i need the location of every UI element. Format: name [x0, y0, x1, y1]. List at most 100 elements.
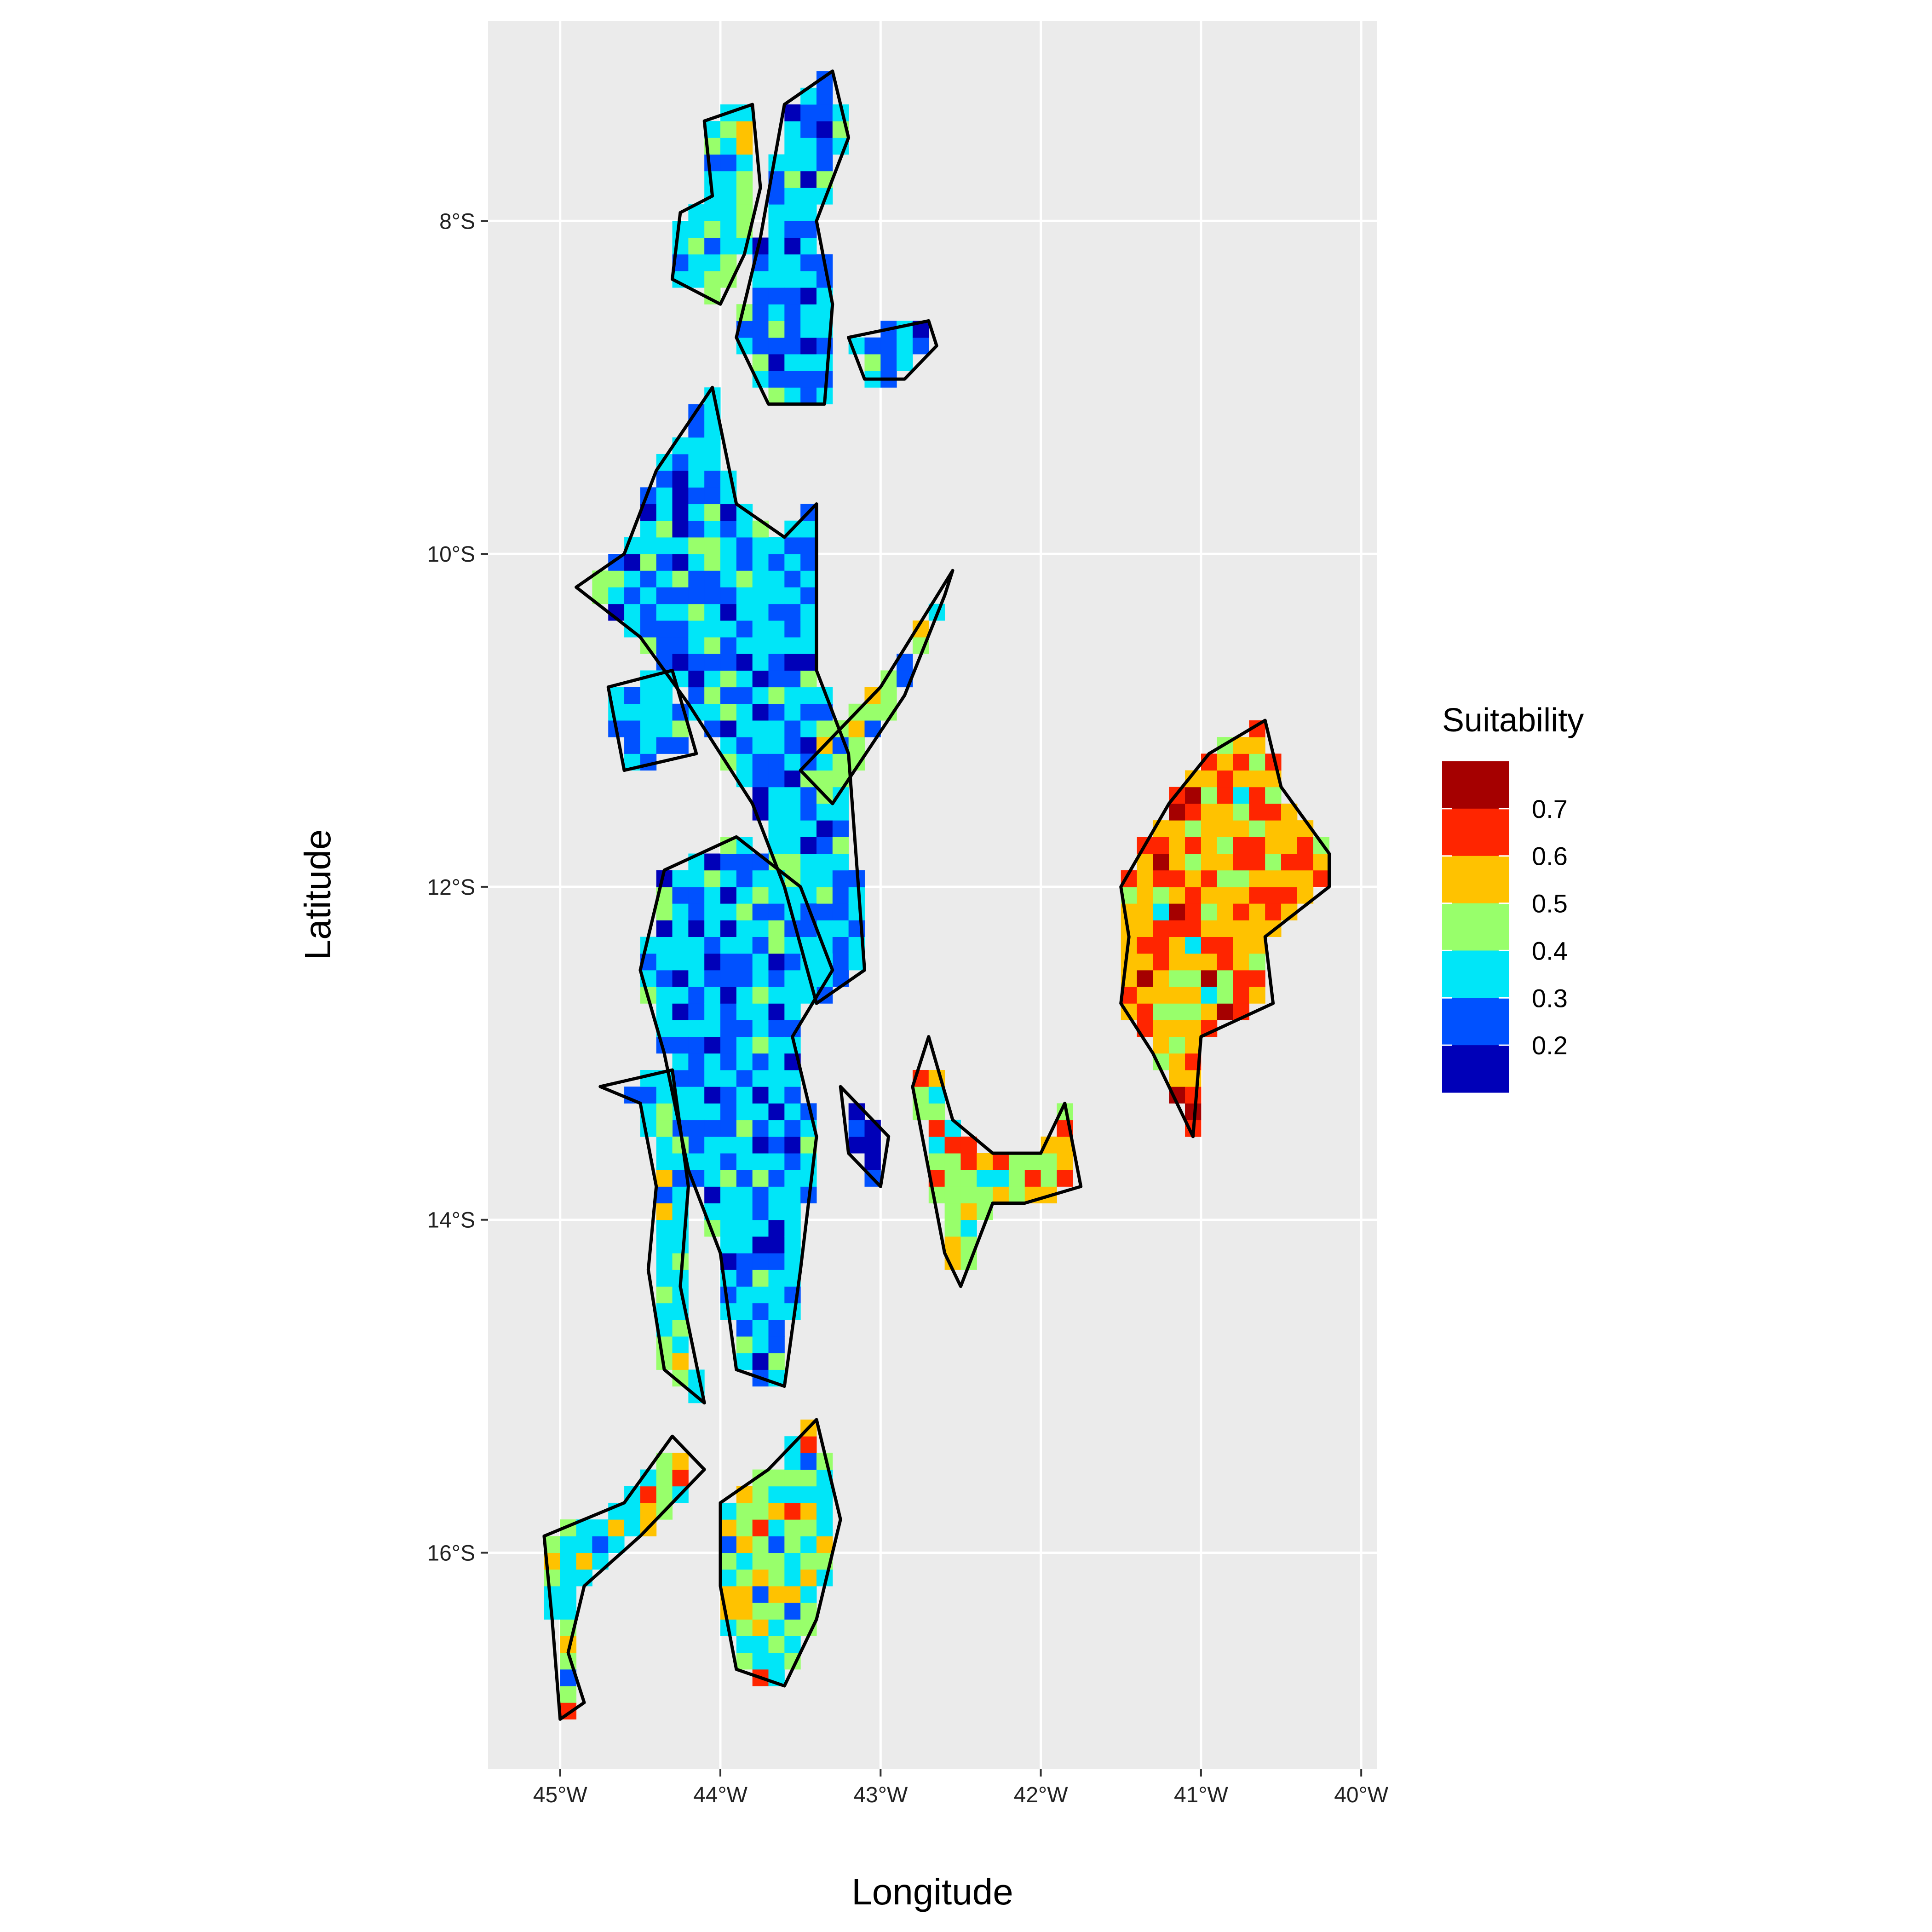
raster-cell-6-96	[720, 937, 737, 954]
raster-cell-3-212	[800, 537, 817, 554]
raster-cell-12-117	[1233, 903, 1249, 920]
raster-cell-12-49	[1169, 870, 1185, 887]
raster-cell-6-158	[752, 987, 769, 1004]
raster-cell-3-201	[800, 720, 817, 737]
raster-cell-12-114	[1233, 953, 1249, 971]
raster-cell-3-239	[832, 886, 849, 904]
raster-cell-3-111	[736, 720, 753, 737]
legend-swatch-2	[1442, 856, 1509, 904]
raster-cell-6-83	[720, 1153, 737, 1170]
raster-cell-11-46	[1057, 1153, 1073, 1170]
raster-cell-6-144	[752, 1219, 769, 1237]
raster-cell-1-57	[800, 187, 817, 205]
raster-cell-1-76	[816, 138, 833, 155]
raster-cell-6-92	[720, 1003, 737, 1020]
raster-cell-12-18	[1137, 870, 1153, 887]
raster-cell-12-86	[1201, 870, 1218, 887]
raster-cell-3-159	[768, 587, 785, 604]
raster-cell-3-154	[768, 670, 785, 688]
raster-cell-12-78	[1201, 1003, 1218, 1020]
raster-cell-9-62	[800, 1569, 817, 1587]
raster-cell-12-40	[1169, 1020, 1185, 1037]
raster-cell-12-169	[1313, 853, 1330, 871]
raster-cell-6-62	[704, 1036, 721, 1054]
raster-cell-3-26	[656, 587, 673, 604]
raster-cell-1-23	[768, 204, 785, 221]
raster-cell-3-118	[736, 604, 753, 621]
raster-cell-9-47	[784, 1619, 801, 1636]
raster-cell-7-13	[656, 1219, 673, 1237]
raster-cell-12-139	[1249, 803, 1265, 821]
raster-cell-3-33	[656, 471, 673, 488]
raster-cell-3-25	[656, 604, 673, 621]
raster-cell-8-24	[608, 1536, 625, 1553]
raster-cell-3-170	[784, 787, 801, 804]
raster-cell-9-65	[800, 1519, 817, 1536]
raster-cell-5-19	[672, 737, 689, 754]
raster-cell-3-104	[720, 520, 737, 538]
raster-cell-1-61	[800, 121, 817, 138]
raster-cell-8-15	[560, 1536, 577, 1553]
raster-cell-12-31	[1153, 886, 1169, 904]
legend-swatch-6	[1442, 1045, 1509, 1093]
raster-cell-12-166	[1297, 837, 1314, 854]
raster-cell-3-193	[800, 853, 817, 871]
raster-cell-6-139	[752, 1303, 769, 1320]
raster-cell-6-210	[784, 1103, 801, 1121]
raster-cell-1-14	[768, 354, 785, 371]
raster-cell-12-46	[1169, 920, 1185, 937]
raster-cell-6-207	[784, 1153, 801, 1170]
raster-cell-12-119	[1233, 870, 1249, 887]
raster-cell-3-29	[656, 537, 673, 554]
raster-cell-9-64	[800, 1536, 817, 1553]
raster-cell-3-224	[816, 837, 833, 854]
raster-cell-0-36	[736, 154, 753, 172]
raster-cell-6-72	[704, 870, 721, 887]
raster-cell-7-17	[656, 1153, 673, 1170]
raster-cell-3-102	[720, 554, 737, 571]
raster-cell-1-75	[816, 154, 833, 172]
raster-cell-11-30	[977, 1170, 993, 1187]
raster-cell-3-100	[720, 587, 737, 604]
raster-cell-3-203	[800, 687, 817, 704]
raster-cell-6-148	[752, 1153, 769, 1170]
raster-cell-12-70	[1185, 870, 1202, 887]
raster-cell-6-129	[736, 920, 753, 937]
raster-cell-9-68	[800, 1469, 817, 1487]
raster-cell-9-39	[768, 1552, 785, 1570]
raster-cell-12-116	[1233, 920, 1249, 937]
raster-cell-9-30	[752, 1486, 769, 1503]
raster-cell-3-3	[608, 587, 625, 604]
raster-cell-12-125	[1233, 770, 1249, 788]
raster-cell-3-175	[784, 703, 801, 721]
raster-cell-3-54	[688, 637, 705, 654]
raster-cell-0-34	[736, 187, 753, 205]
raster-cell-3-181	[784, 604, 801, 621]
raster-cell-12-83	[1201, 920, 1218, 937]
raster-cell-3-213	[800, 520, 817, 538]
raster-cell-3-15	[640, 587, 657, 604]
raster-cell-3-157	[768, 620, 785, 638]
raster-cell-6-182	[768, 1120, 785, 1137]
raster-cell-3-74	[704, 637, 721, 654]
x-tick-label-2: 43°W	[853, 1783, 908, 1807]
raster-cell-3-167	[784, 837, 801, 854]
raster-cell-11-26	[960, 1153, 977, 1170]
legend-labels: 0.7 0.6 0.5 0.4 0.3 0.2	[1442, 794, 1568, 1060]
y-axis-ticks: 8°S 10°S 12°S 14°S 16°S	[427, 209, 488, 1566]
raster-cell-12-103	[1217, 853, 1234, 871]
raster-cell-1-60	[800, 138, 817, 155]
raster-cell-8-14	[560, 1552, 577, 1570]
raster-cell-12-118	[1233, 886, 1249, 904]
raster-cell-12-51	[1169, 837, 1185, 854]
raster-cell-1-55	[800, 221, 817, 238]
raster-cell-6-203	[784, 1219, 801, 1237]
raster-cell-12-66	[1185, 937, 1202, 954]
legend-swatch-0	[1442, 761, 1509, 809]
raster-cell-6-48	[688, 886, 705, 904]
raster-cell-6-68	[704, 937, 721, 954]
raster-cell-6-195	[768, 903, 785, 920]
raster-cell-6-67	[704, 953, 721, 971]
raster-cell-6-80	[720, 1203, 737, 1220]
raster-cell-12-122	[1233, 820, 1249, 837]
